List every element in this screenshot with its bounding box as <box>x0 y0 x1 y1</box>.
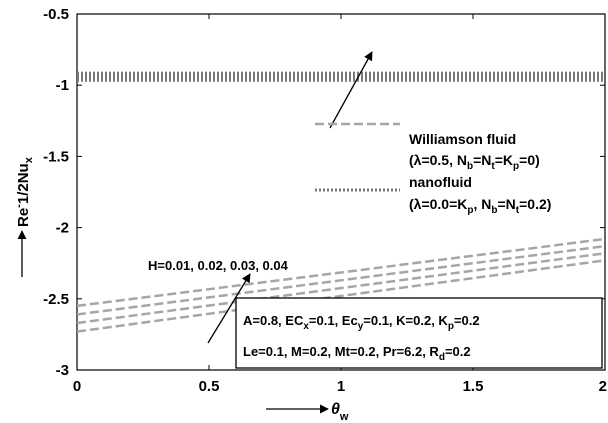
y-tick-label: -2 <box>56 220 69 237</box>
williamson-line-2 <box>76 244 606 316</box>
x-tick-label: 0.5 <box>199 378 220 395</box>
h-annotation: H=0.01, 0.02, 0.03, 0.04 <box>148 258 289 273</box>
params-line-1: A=0.8, ECx=0.1, Ecy=0.1, K=0.2, Kp=0.2 <box>243 313 480 332</box>
y-tick-label: -3 <box>56 362 69 379</box>
legend-params-nanofluid: (λ=0.0=Kp, Nb=Nt=0.2) <box>409 196 551 216</box>
nanofluid-trend-arrow <box>329 51 373 129</box>
y-tick-label: -1 <box>56 77 69 94</box>
y-tick-label: -0.5 <box>43 6 69 23</box>
legend-label-williamson: Williamson fluid <box>409 131 516 147</box>
x-axis-label: θw <box>266 401 349 423</box>
x-tick-label: 1.5 <box>463 378 484 395</box>
h-increase-arrow <box>207 273 251 344</box>
svg-text:Re-1/2Nux: Re-1/2Nux <box>13 156 35 227</box>
params-line-2: Le=0.1, M=0.2, Mt=0.2, Pr=6.2, Rd=0.2 <box>243 344 471 363</box>
williamson-line-4 <box>76 259 606 333</box>
williamson-line-3 <box>76 251 606 325</box>
x-tick-label: 0 <box>73 378 81 395</box>
legend-params-williamson: (λ=0.5, Nb=Nt=Kp=0) <box>409 152 540 172</box>
params-box: A=0.8, ECx=0.1, Ecy=0.1, K=0.2, Kp=0.2 L… <box>235 297 603 369</box>
legend-label-nanofluid: nanofluid <box>409 174 472 190</box>
y-tick-label: -2.5 <box>43 291 69 308</box>
y-axis-label: Re-1/2Nux <box>13 156 35 277</box>
legend: Williamson fluid (λ=0.5, Nb=Nt=Kp=0) nan… <box>315 122 551 216</box>
williamson-line-1 <box>76 237 606 308</box>
svg-text:θw: θw <box>331 401 349 423</box>
x-tick-label: 1 <box>337 378 345 395</box>
y-tick-label: -1.5 <box>43 148 69 165</box>
series-layer <box>76 71 606 333</box>
x-tick-label: 2 <box>599 378 607 395</box>
